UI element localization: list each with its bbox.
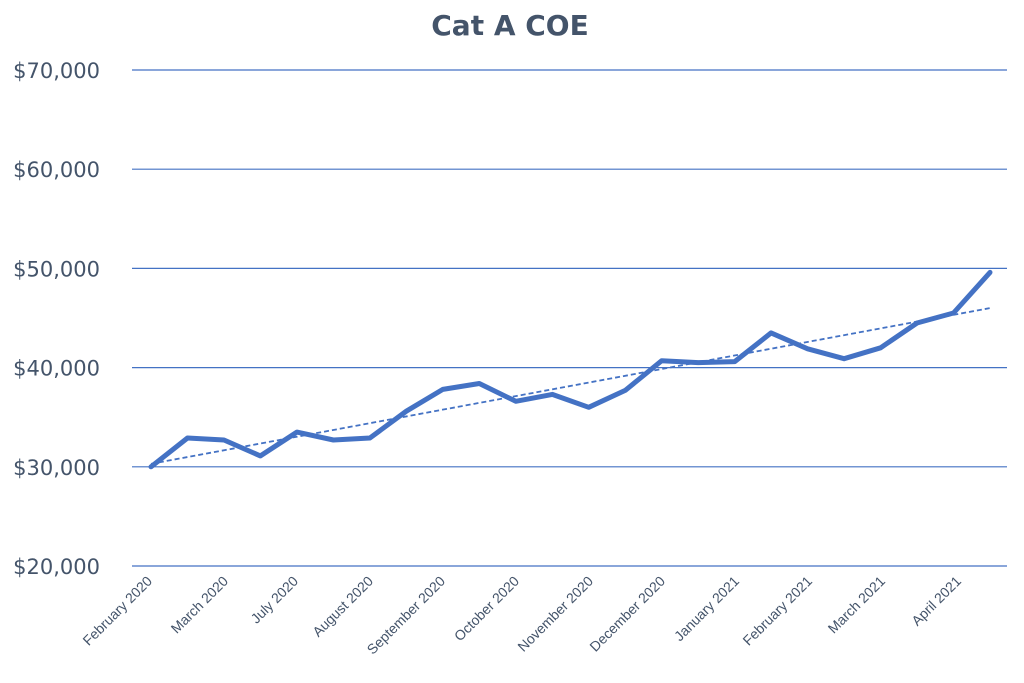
x-tick-label: September 2020 <box>364 573 449 658</box>
y-tick-label: $50,000 <box>13 257 100 281</box>
x-tick-label: November 2020 <box>514 573 596 655</box>
trendline-path <box>150 307 991 465</box>
x-tick-label: October 2020 <box>451 573 522 644</box>
x-tick-label: December 2020 <box>586 573 668 655</box>
y-tick-label: $30,000 <box>13 456 100 480</box>
y-tick-label: $20,000 <box>13 555 100 579</box>
x-tick-label: July 2020 <box>247 573 301 627</box>
x-tick-label: August 2020 <box>309 573 376 640</box>
series-cat-a-coe <box>148 269 993 470</box>
chart-title: Cat A COE <box>431 9 588 42</box>
y-axis-tick-labels: $20,000 $30,000 $40,000 $50,000 $60,000 $70,0… <box>13 59 100 579</box>
y-tick-label: $40,000 <box>13 357 100 381</box>
trendline <box>150 307 991 465</box>
x-tick-label: February 2020 <box>79 573 155 649</box>
y-tick-label: $70,000 <box>13 59 100 83</box>
x-axis-tick-labels: February 2020 March 2020 July 2020 August 2… <box>79 573 964 658</box>
series-line <box>148 269 993 470</box>
x-tick-label: March 2020 <box>168 573 232 637</box>
x-tick-label: April 2021 <box>908 573 964 629</box>
y-tick-label: $60,000 <box>13 158 100 182</box>
x-tick-label: February 2021 <box>739 573 815 649</box>
x-tick-label: January 2021 <box>671 573 742 644</box>
x-tick-label: March 2021 <box>825 573 889 637</box>
gridlines <box>132 69 1007 567</box>
